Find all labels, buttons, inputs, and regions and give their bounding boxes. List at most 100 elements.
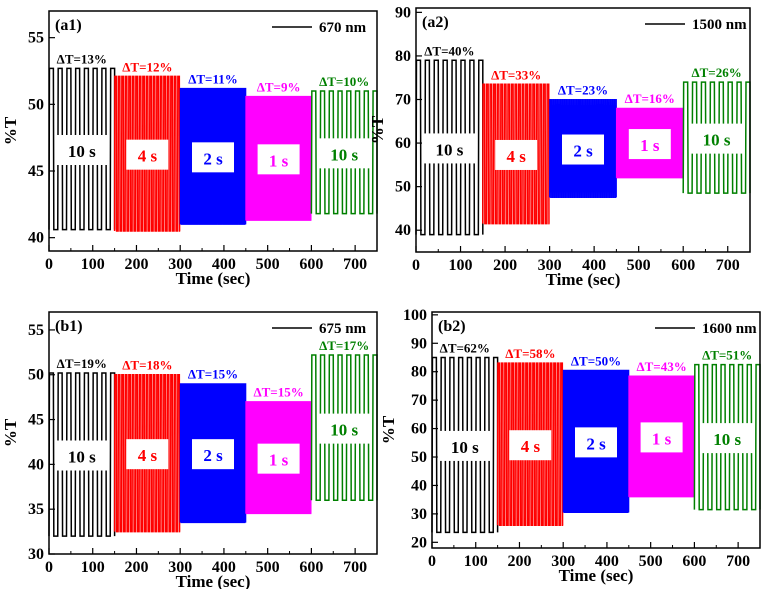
x-tick-label: 600 [299, 256, 323, 273]
y-tick-label: 40 [411, 477, 427, 494]
delta-t-label: ΔT=12% [122, 59, 172, 74]
x-tick-label: 100 [81, 559, 105, 576]
panel-a1: 0 100 200 300 400 500 600 700 40 45 50 55 Time (sec)… [1, 10, 378, 288]
legend-label: 1600 nm [702, 321, 757, 337]
y-tick-label: 80 [395, 48, 411, 65]
delta-t-label: ΔT=15% [253, 385, 303, 400]
series-line [245, 95, 312, 221]
x-tick-label: 600 [299, 559, 323, 576]
panel-label: (b1) [55, 318, 83, 335]
period-label: 1 s [640, 136, 660, 155]
period-label-box [192, 142, 234, 173]
y-tick-label: 20 [411, 534, 427, 551]
delta-t-label: ΔT=33% [491, 67, 541, 82]
period-label-box [126, 139, 169, 170]
y-tick-label: 40 [28, 230, 44, 247]
delta-t-label: ΔT=26% [691, 65, 741, 80]
y-tick-label: 60 [395, 135, 411, 152]
delta-t-label: ΔT=51% [702, 348, 752, 363]
y-tick-label: 50 [411, 449, 427, 466]
x-tick-label: 700 [716, 257, 740, 274]
series-line [48, 67, 116, 231]
period-label-box [700, 423, 755, 454]
plot-frame [48, 311, 378, 555]
panel-b1: 0 100 200 300 400 500 600 700 30 35 40 45 50 55 Time (… [1, 311, 378, 589]
delta-t-label: ΔT=43% [636, 359, 686, 374]
series-line [682, 81, 751, 194]
period-label: 1 s [269, 151, 289, 170]
series-line [431, 356, 499, 534]
y-tick-label: 50 [28, 96, 44, 113]
x-tick-label: 0 [45, 256, 53, 273]
x-tick-label: 200 [507, 553, 531, 570]
y-tick-label: 40 [395, 222, 411, 239]
y-axis-label: %T [368, 115, 387, 144]
period-label-box [317, 413, 372, 444]
period-label: 4 s [507, 147, 527, 166]
series-line [482, 83, 550, 225]
y-tick-label: 90 [395, 4, 411, 21]
x-tick-label: 400 [595, 553, 619, 570]
y-tick-label: 40 [28, 456, 44, 473]
panel-label: (a1) [55, 17, 82, 34]
x-tick-label: 500 [639, 553, 663, 570]
delta-t-label: ΔT=23% [558, 83, 608, 98]
series-line [693, 363, 761, 511]
period-label-box [317, 138, 372, 169]
delta-t-label: ΔT=15% [188, 367, 238, 382]
x-tick-label: 400 [212, 559, 236, 576]
plot-frame [431, 311, 761, 549]
x-tick-label: 500 [256, 256, 280, 273]
delta-t-label: ΔT=9% [257, 79, 301, 94]
y-axis-label: %T [1, 116, 20, 145]
series-line [48, 372, 116, 537]
x-tick-label: 700 [726, 553, 750, 570]
delta-t-label: ΔT=11% [188, 71, 238, 86]
series-line [113, 373, 181, 533]
series-line [628, 375, 695, 498]
x-tick-label: 700 [343, 559, 367, 576]
period-label-box [257, 443, 300, 474]
delta-t-label: ΔT=58% [505, 346, 555, 361]
period-label: 10 s [330, 421, 358, 440]
delta-t-label: ΔT=62% [440, 340, 490, 355]
delta-t-label: ΔT=10% [319, 74, 369, 89]
period-label: 2 s [203, 149, 223, 168]
period-label: 10 s [451, 438, 479, 457]
series-line [496, 362, 564, 527]
period-label-box [422, 133, 477, 164]
period-label: 2 s [586, 434, 606, 453]
y-tick-label: 45 [28, 412, 44, 429]
series-line [562, 369, 630, 513]
x-tick-label: 700 [343, 256, 367, 273]
period-label: 10 s [330, 145, 358, 164]
x-tick-label: 100 [449, 257, 473, 274]
period-label: 2 s [203, 446, 223, 465]
x-tick-label: 200 [124, 559, 148, 576]
x-tick-label: 200 [493, 257, 517, 274]
period-label-box [54, 440, 109, 471]
y-tick-label: 30 [411, 506, 427, 523]
period-label: 1 s [652, 429, 672, 448]
x-tick-label: 100 [464, 553, 488, 570]
period-label: 4 s [138, 147, 158, 166]
delta-t-label: ΔT=19% [57, 356, 107, 371]
period-label-box [257, 144, 300, 175]
series-line [179, 87, 247, 225]
x-tick-label: 500 [256, 559, 280, 576]
y-tick-label: 50 [28, 367, 44, 384]
plot-frame [415, 7, 751, 253]
plot-frame [48, 10, 378, 252]
y-tick-label: 70 [411, 392, 427, 409]
legend-label: 670 nm [319, 20, 367, 36]
x-tick-label: 0 [45, 559, 53, 576]
period-label-box [640, 422, 683, 453]
x-axis-label: Time (sec) [559, 566, 634, 585]
delta-t-label: ΔT=13% [57, 51, 107, 66]
period-label-box [495, 139, 538, 170]
period-label: 4 s [521, 437, 541, 456]
delta-t-label: ΔT=16% [625, 91, 675, 106]
x-axis-label: Time (sec) [176, 572, 251, 589]
series-line [415, 59, 484, 236]
